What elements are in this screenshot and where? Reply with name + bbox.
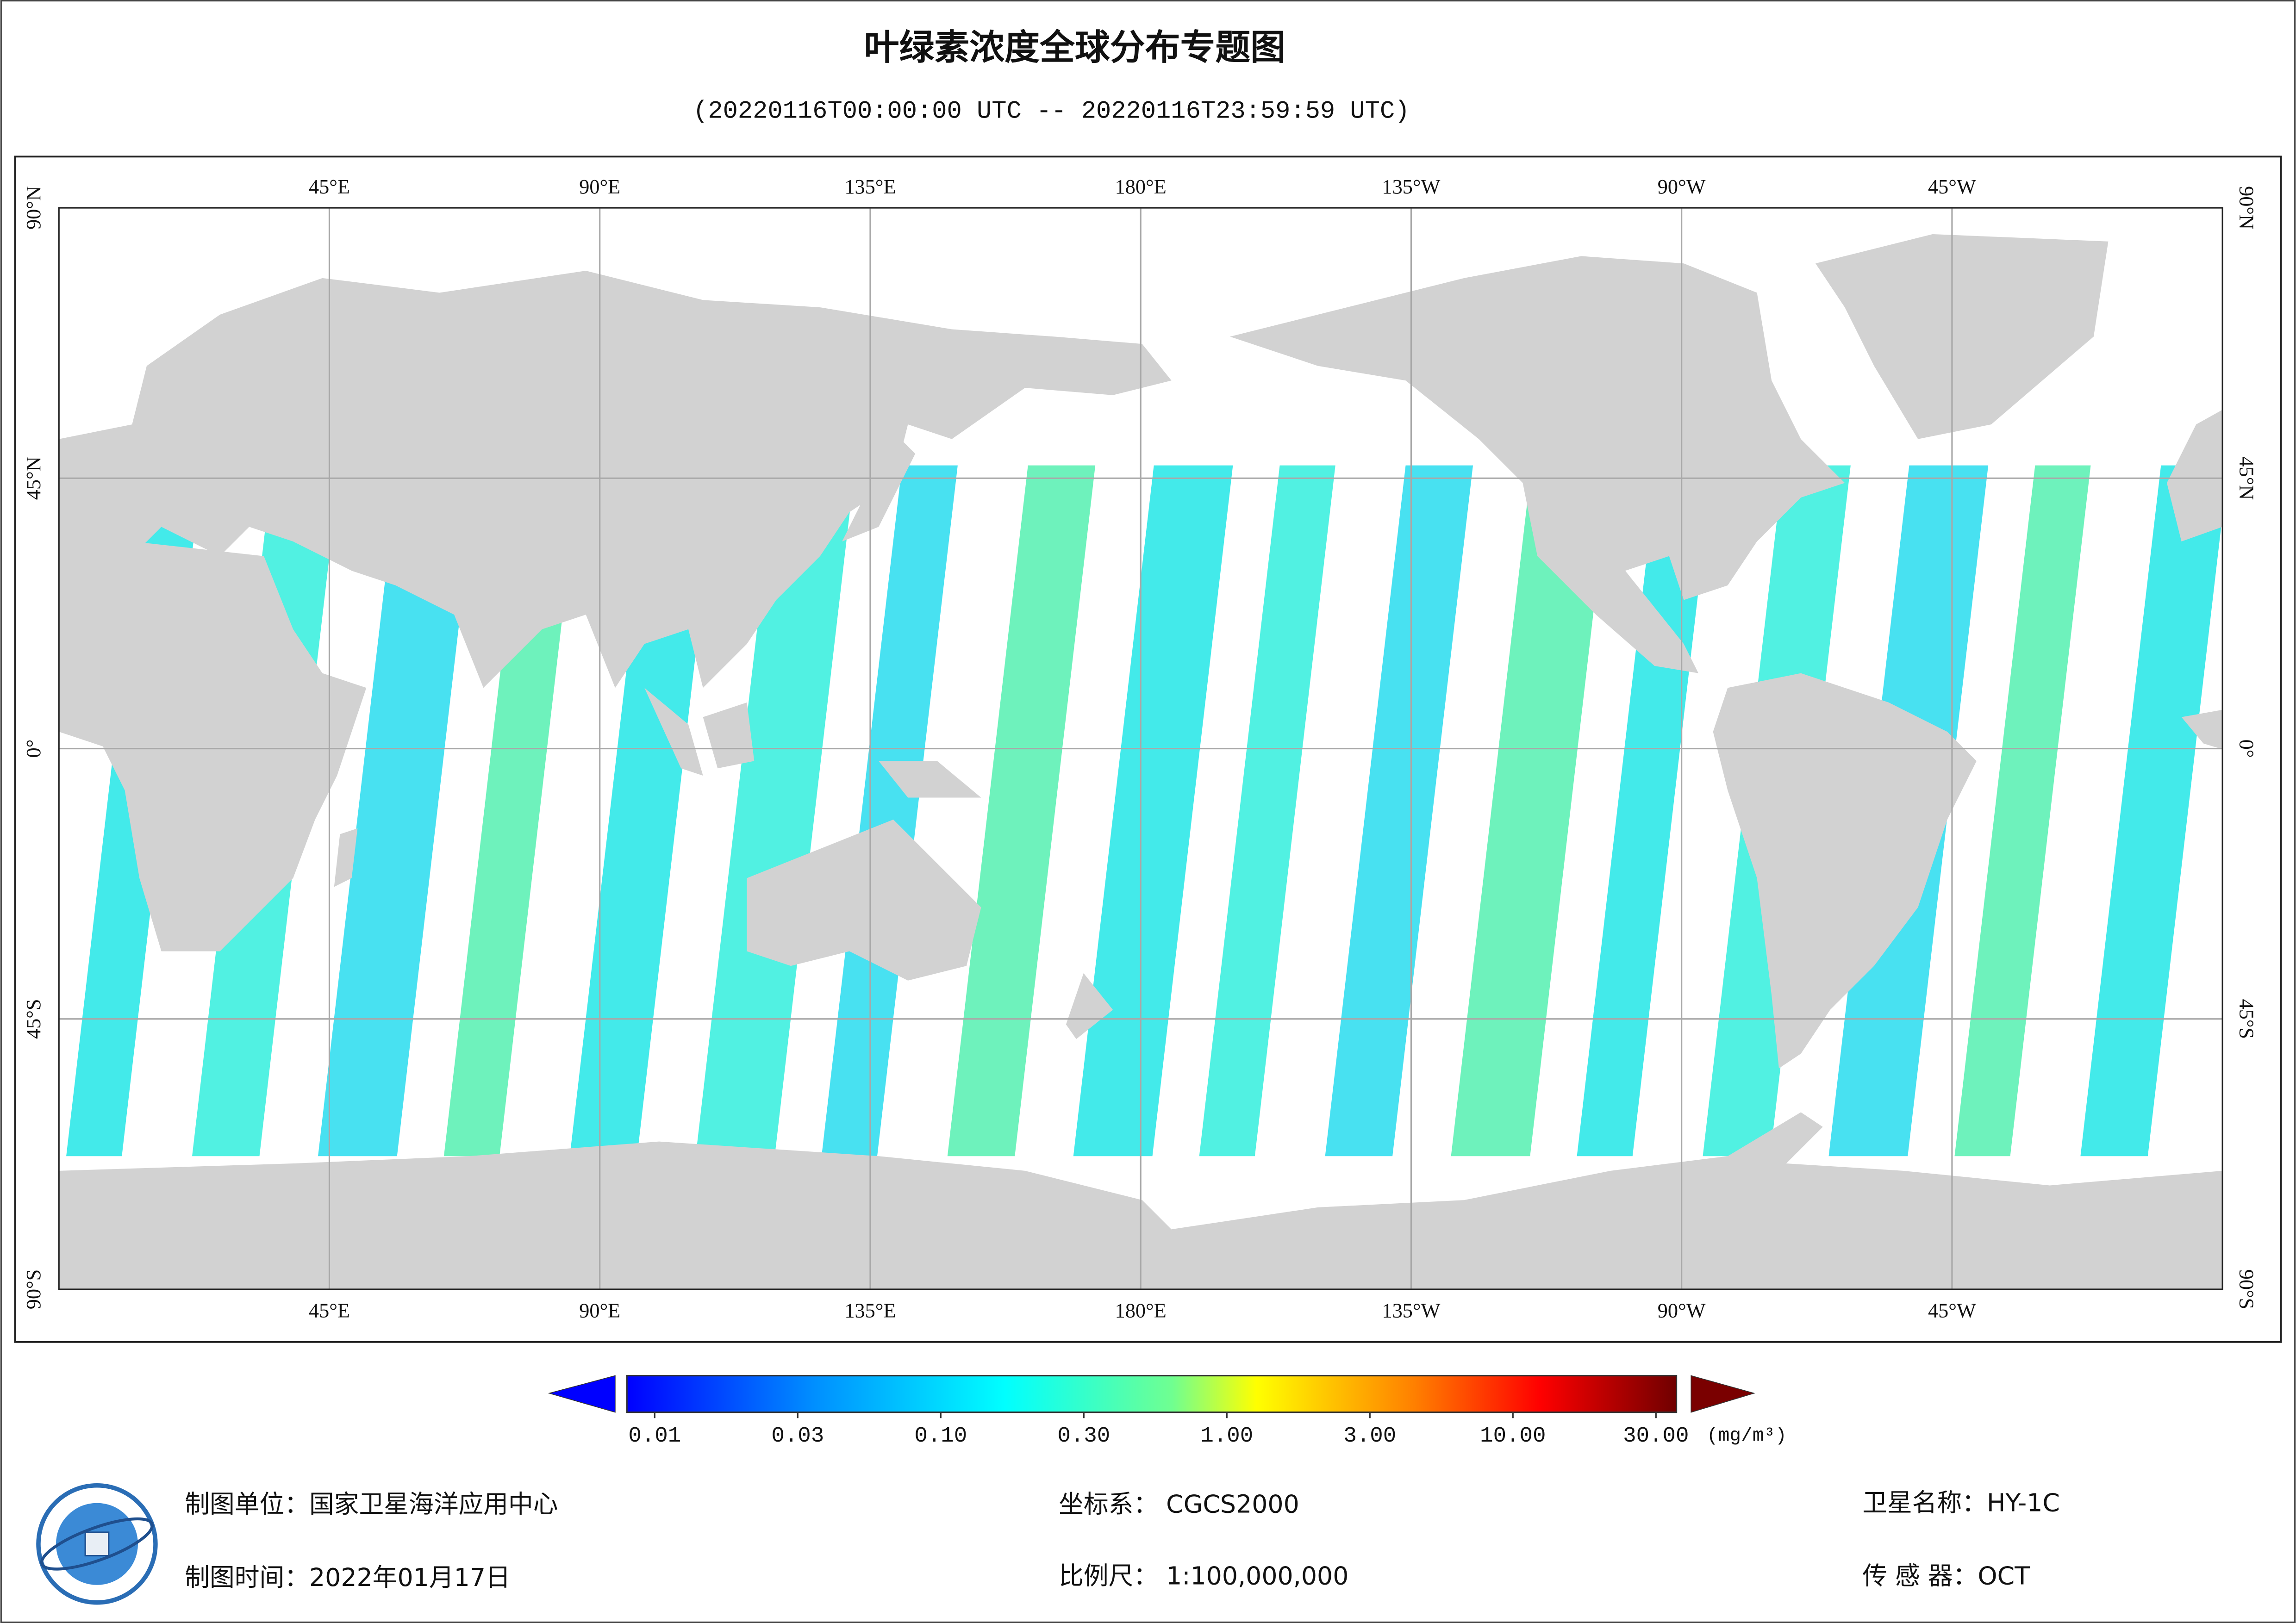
swath xyxy=(1451,465,1611,1157)
latitude-label-right: 0° xyxy=(2235,740,2258,758)
latitude-label-left: 45°S xyxy=(22,999,45,1039)
swath xyxy=(2080,465,2223,1157)
latitude-label-left: 0° xyxy=(22,740,45,758)
colorbar-unit: (mg/m³) xyxy=(1707,1425,1787,1447)
swath xyxy=(1199,465,1335,1157)
north-america xyxy=(1230,256,1845,673)
map-date: 制图时间：2022年01月17日 xyxy=(185,1563,511,1592)
longitude-label-bottom: 180°E xyxy=(1115,1300,1167,1322)
australia xyxy=(747,819,981,981)
japan xyxy=(842,439,916,542)
sumatra xyxy=(644,688,703,776)
longitude-label-top: 45°E xyxy=(309,175,350,198)
africa xyxy=(59,527,367,951)
south-america xyxy=(1713,673,1977,1069)
colorbar-ticks: 0.01 0.03 0.10 0.30 1.00 3.00 10.00 30.00 xyxy=(628,1412,1689,1449)
longitude-label-top: 90°W xyxy=(1658,175,1706,198)
swath xyxy=(1073,465,1233,1157)
logo xyxy=(36,1483,158,1605)
longitude-label-top: 90°E xyxy=(579,175,620,198)
swath xyxy=(947,465,1096,1157)
graticule xyxy=(59,208,2223,1289)
latitude-label-left: 90°N xyxy=(22,186,45,230)
map-border xyxy=(58,207,2223,1290)
west-europe xyxy=(2166,410,2223,542)
colorbar-tick-label: 0.03 xyxy=(771,1424,824,1449)
latitude-label-right: 90°N xyxy=(2235,186,2258,230)
colorbar-tick-label: 3.00 xyxy=(1343,1424,1396,1449)
longitude-label-bottom: 45°W xyxy=(1928,1300,1976,1322)
madagascar xyxy=(334,828,358,887)
latitude-label-right: 90°S xyxy=(2235,1269,2258,1310)
swath xyxy=(1325,465,1473,1157)
coordinate-labels: 45°E 45°E 90°E 90°E 135°E 135°E 180°E 180°E 135°… xyxy=(22,175,2258,1322)
colorbar-bar xyxy=(626,1374,1678,1413)
new-guinea xyxy=(879,761,981,798)
map-area xyxy=(59,208,2223,1289)
colorbar-low-arrow xyxy=(548,1375,616,1413)
latitude-label-right: 45°N xyxy=(2235,456,2258,500)
swath xyxy=(821,465,958,1157)
longitude-label-top: 135°W xyxy=(1382,175,1440,198)
map-subtitle: (20220116T00:00:00 UTC -- 20220116T23:59… xyxy=(693,98,1410,126)
greenland xyxy=(1816,234,2109,439)
colorbar-tick-label: 0.10 xyxy=(914,1424,967,1449)
longitude-label-bottom: 90°E xyxy=(579,1300,620,1322)
eurasia xyxy=(59,271,1172,688)
longitude-label-top: 135°E xyxy=(844,175,896,198)
colorbar-tick-label: 0.30 xyxy=(1057,1424,1110,1449)
colorbar-tick-label: 30.00 xyxy=(1623,1424,1689,1449)
longitude-label-bottom: 135°W xyxy=(1382,1300,1440,1322)
swath xyxy=(1954,465,2091,1157)
swath xyxy=(569,465,718,1157)
coordinate-system: 坐标系： CGCS2000 xyxy=(1059,1490,1299,1519)
longitude-label-bottom: 90°W xyxy=(1658,1300,1706,1322)
new-zealand xyxy=(1066,973,1113,1039)
logo-orbit xyxy=(40,1517,154,1571)
colorbar-tick-label: 0.01 xyxy=(628,1424,681,1449)
map-scale: 比例尺： 1:100,000,000 xyxy=(1059,1561,1348,1591)
satellite-name: 卫星名称：HY-1C xyxy=(1862,1488,2060,1517)
swath xyxy=(695,465,855,1157)
longitude-label-top: 45°W xyxy=(1928,175,1976,198)
colorbar: 0.01 0.03 0.10 0.30 1.00 3.00 10.00 30.00 (mg/m… xyxy=(548,1374,1787,1449)
colorbar-high-arrow xyxy=(1691,1375,1756,1413)
colorbar-tick-label: 10.00 xyxy=(1480,1424,1546,1449)
colorbar-tick-label: 1.00 xyxy=(1200,1424,1253,1449)
swath xyxy=(318,465,478,1157)
sensor-name: 传 感 器：OCT xyxy=(1862,1561,2030,1591)
producer: 制图单位：国家卫星海洋应用中心 xyxy=(185,1490,558,1519)
latitude-label-right: 45°S xyxy=(2235,999,2258,1039)
logo-satellite xyxy=(84,1531,110,1557)
latitude-label-left: 90°S xyxy=(22,1269,45,1310)
latitude-label-left: 45°N xyxy=(22,456,45,500)
map-title: 叶绿素浓度全球分布专题图 xyxy=(864,27,1286,68)
longitude-label-bottom: 45°E xyxy=(309,1300,350,1322)
west-africa xyxy=(2181,709,2223,750)
longitude-label-top: 180°E xyxy=(1115,175,1167,198)
swath xyxy=(443,465,580,1157)
borneo xyxy=(703,702,755,769)
longitude-label-bottom: 135°E xyxy=(844,1300,896,1322)
